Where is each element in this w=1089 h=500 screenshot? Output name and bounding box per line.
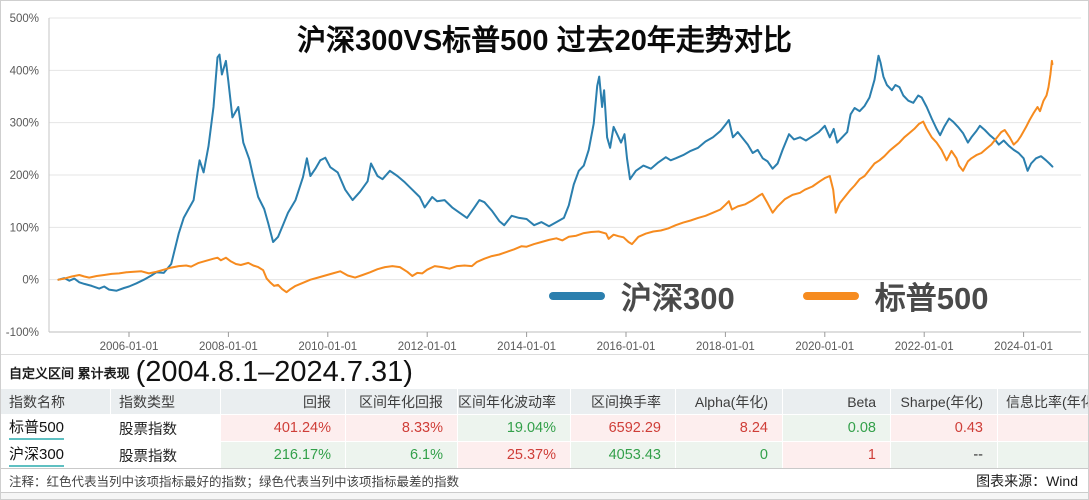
svg-text:2024-01-01: 2024-01-01 bbox=[994, 341, 1053, 353]
header-info-ratio: 信息比率(年化) bbox=[998, 389, 1088, 414]
turnover-sp500: 6592.29 bbox=[571, 415, 676, 441]
index-type-sp500: 股票指数 bbox=[111, 415, 221, 441]
header-index-type: 指数类型 bbox=[111, 389, 221, 414]
svg-text:2008-01-01: 2008-01-01 bbox=[199, 341, 258, 353]
sharpe-csi300: -- bbox=[891, 442, 998, 468]
svg-text:2018-01-01: 2018-01-01 bbox=[696, 341, 755, 353]
ann-return-sp500: 8.33% bbox=[346, 415, 458, 441]
legend-label-sp500: 标普500 bbox=[874, 281, 989, 316]
table-row-csi300: 沪深300 股票指数 216.17% 6.1% 25.37% 4053.43 0… bbox=[1, 441, 1088, 468]
table-header-row: 指数名称 指数类型 回报 区间年化回报 区间年化波动率 区间换手率 Alpha(… bbox=[1, 389, 1088, 414]
index-name-link-sp500[interactable]: 标普500 bbox=[1, 415, 111, 441]
svg-text:200%: 200% bbox=[10, 170, 39, 182]
subtitle-date-range: (2004.8.1–2024.7.31) bbox=[135, 355, 413, 388]
return-csi300: 216.17% bbox=[221, 442, 346, 468]
beta-csi300: 1 bbox=[783, 442, 891, 468]
svg-text:2020-01-01: 2020-01-01 bbox=[795, 341, 854, 353]
comparison-line-chart: 500% 400% 300% 200% 100% 0% -100% 2006-01-01 200… bbox=[1, 1, 1088, 354]
performance-table: 指数名称 指数类型 回报 区间年化回报 区间年化波动率 区间换手率 Alpha(… bbox=[1, 389, 1088, 468]
turnover-csi300: 4053.43 bbox=[571, 442, 676, 468]
index-type-csi300: 股票指数 bbox=[111, 442, 221, 468]
svg-text:500%: 500% bbox=[10, 13, 39, 25]
svg-text:2012-01-01: 2012-01-01 bbox=[398, 341, 457, 353]
volatility-csi300: 25.37% bbox=[458, 442, 571, 468]
chart-source: 图表来源：Wind bbox=[976, 472, 1078, 489]
index-name-link-csi300[interactable]: 沪深300 bbox=[1, 442, 111, 468]
header-ann-return: 区间年化回报 bbox=[346, 389, 458, 414]
beta-sp500: 0.08 bbox=[783, 415, 891, 441]
alpha-sp500: 8.24 bbox=[676, 415, 783, 441]
ann-return-csi300: 6.1% bbox=[346, 442, 458, 468]
sharpe-sp500: 0.43 bbox=[891, 415, 998, 441]
header-return: 回报 bbox=[221, 389, 346, 414]
svg-text:2022-01-01: 2022-01-01 bbox=[895, 341, 954, 353]
header-alpha: Alpha(年化) bbox=[676, 389, 783, 414]
volatility-sp500: 19.04% bbox=[458, 415, 571, 441]
period-subtitle: 自定义区间 累计表现 (2004.8.1–2024.7.31) bbox=[1, 354, 1088, 389]
svg-text:2016-01-01: 2016-01-01 bbox=[597, 341, 656, 353]
header-beta: Beta bbox=[783, 389, 891, 414]
header-index-name: 指数名称 bbox=[1, 389, 111, 414]
svg-text:2010-01-01: 2010-01-01 bbox=[298, 341, 357, 353]
legend-swatch-0 bbox=[549, 291, 605, 300]
bottom-strip bbox=[1, 492, 1088, 499]
header-volatility: 区间年化波动率 bbox=[458, 389, 571, 414]
legend-label-csi300: 沪深300 bbox=[621, 281, 735, 316]
svg-text:100%: 100% bbox=[10, 222, 39, 234]
svg-text:2014-01-01: 2014-01-01 bbox=[497, 341, 556, 353]
svg-text:0%: 0% bbox=[22, 275, 39, 287]
footnote-bar: 注释：红色代表当列中该项指标最好的指数；绿色代表当列中该项指标最差的指数 图表来… bbox=[1, 468, 1088, 492]
legend-item-sp500: 标普500 bbox=[802, 273, 989, 318]
svg-text:2006-01-01: 2006-01-01 bbox=[100, 341, 159, 353]
legend-item-csi300: 沪深300 bbox=[549, 273, 735, 318]
svg-text:300%: 300% bbox=[10, 118, 39, 130]
table-row-sp500: 标普500 股票指数 401.24% 8.33% 19.04% 6592.29 … bbox=[1, 414, 1088, 441]
info-ratio-csi300 bbox=[998, 442, 1088, 468]
header-sharpe: Sharpe(年化) bbox=[891, 389, 998, 414]
subtitle-label: 自定义区间 累计表现 bbox=[9, 365, 130, 381]
svg-text:400%: 400% bbox=[10, 65, 39, 77]
alpha-csi300: 0 bbox=[676, 442, 783, 468]
color-legend-note: 注释：红色代表当列中该项指标最好的指数；绿色代表当列中该项指标最差的指数 bbox=[9, 475, 460, 489]
header-turnover: 区间换手率 bbox=[571, 389, 676, 414]
legend-swatch-1 bbox=[802, 291, 859, 300]
info-ratio-sp500 bbox=[998, 415, 1088, 441]
return-sp500: 401.24% bbox=[221, 415, 346, 441]
chart-legend: 沪深300 标普500 bbox=[549, 273, 988, 318]
chart-canvas: 500% 400% 300% 200% 100% 0% -100% 2006-01-01 200… bbox=[6, 13, 1081, 353]
svg-text:-100%: -100% bbox=[6, 327, 39, 339]
